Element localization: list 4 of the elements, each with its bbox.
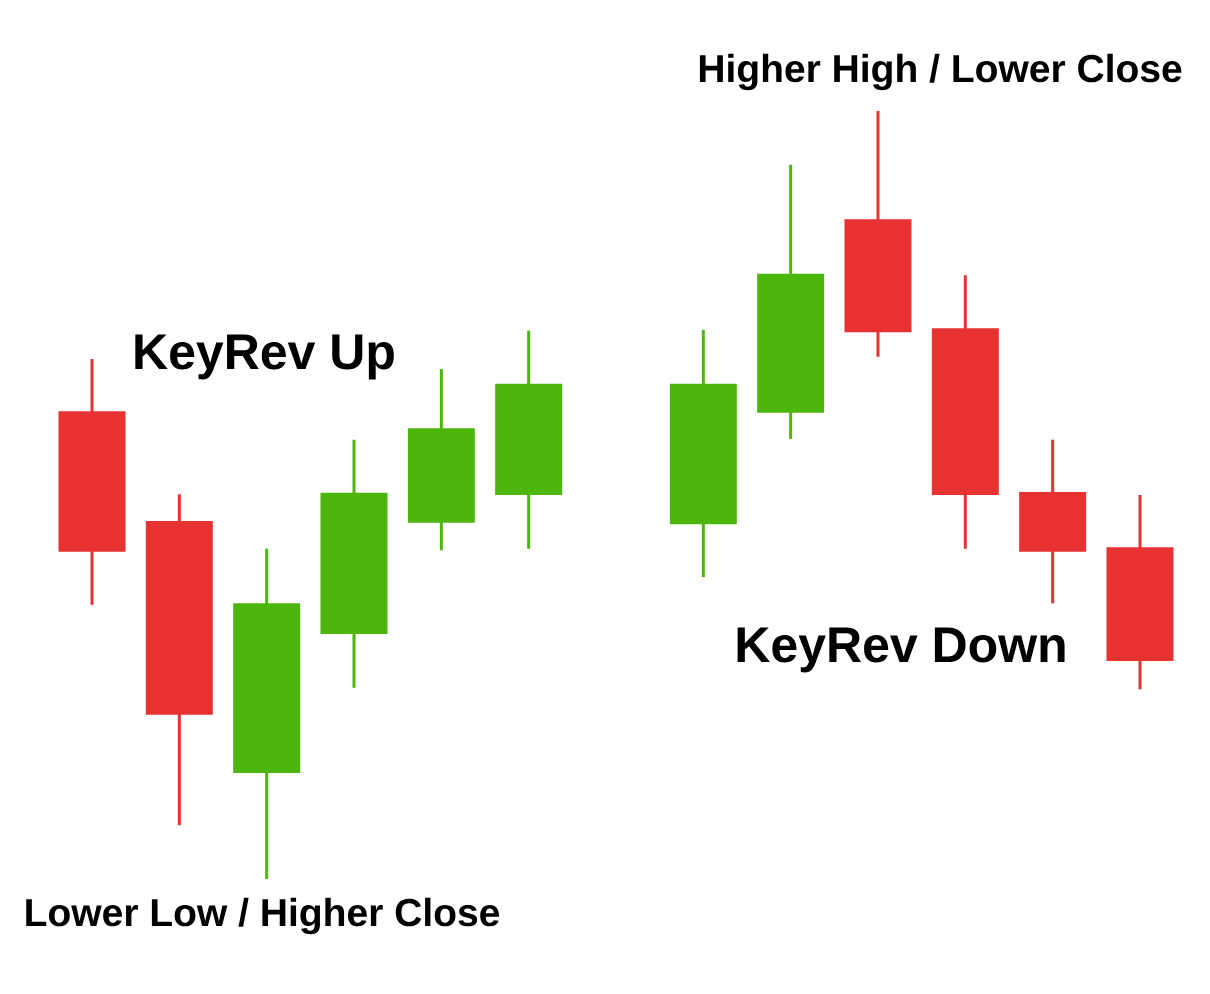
annotation: KeyRev Up [135, 334, 394, 380]
annotation: KeyRev Down [737, 627, 1065, 673]
text: Lower Low / Higher Close [26, 897, 500, 935]
text: Higher High / Lower Close [699, 53, 1182, 91]
